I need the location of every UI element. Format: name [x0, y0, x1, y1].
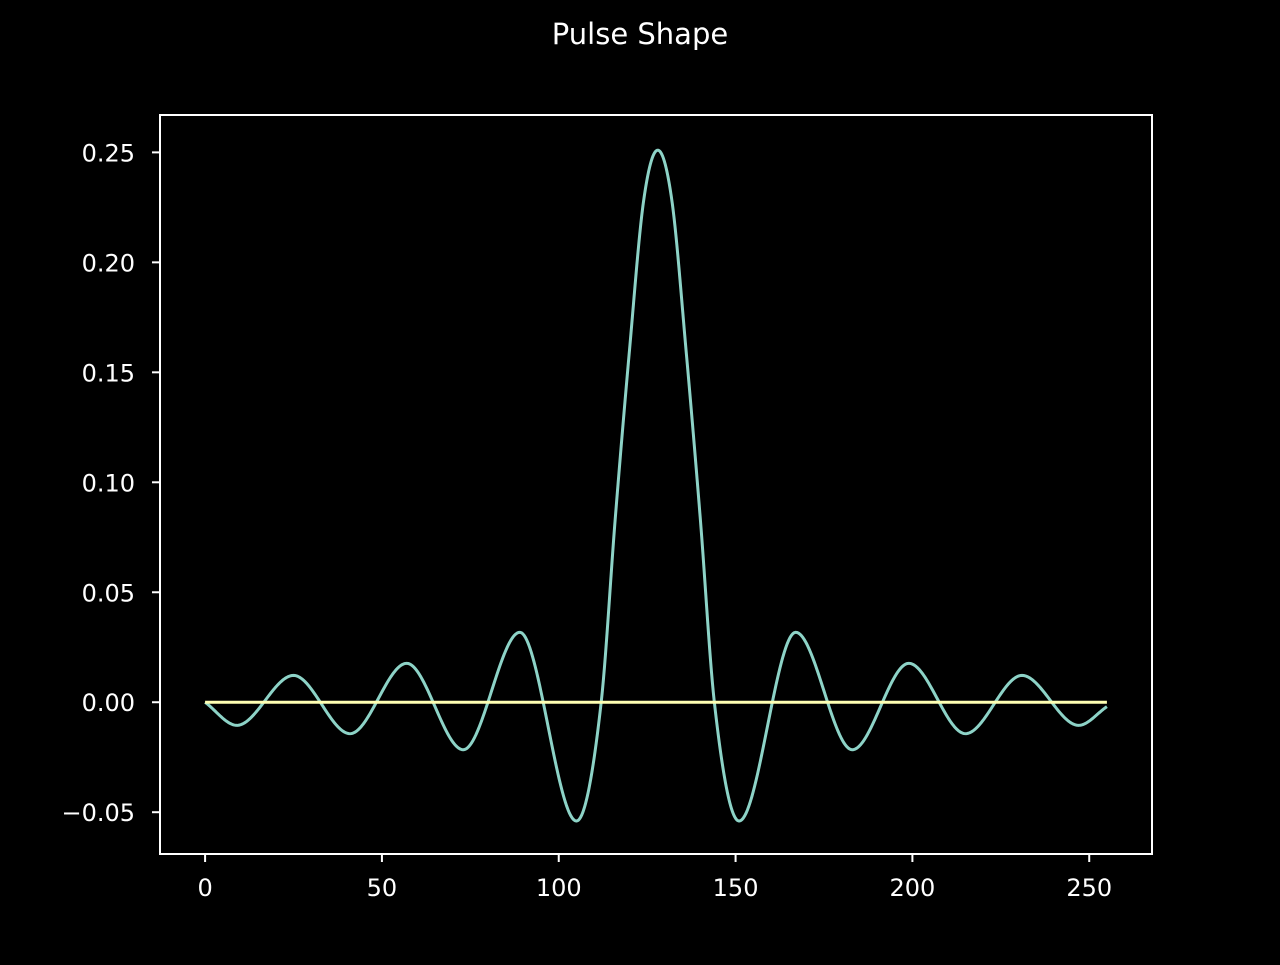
series-line-1: [204, 148, 1108, 823]
y-axis: −0.05 0.00 0.05 0.10 0.15 0.20 0.25: [61, 139, 160, 827]
x-tick-label: 150: [713, 874, 759, 902]
x-tick-label: 100: [536, 874, 582, 902]
x-tick-label: 50: [367, 874, 398, 902]
axes-frame: [159, 114, 1153, 855]
x-tick-label: 200: [889, 874, 935, 902]
x-tick-label: 0: [197, 874, 212, 902]
x-tick-label: 250: [1066, 874, 1112, 902]
y-tick-label: 0.20: [82, 249, 135, 277]
y-tick-label: 0.05: [82, 579, 135, 607]
y-tick-label: −0.05: [61, 799, 135, 827]
y-tick-label: 0.15: [82, 359, 135, 387]
chart-title: Pulse Shape: [552, 17, 728, 51]
y-tick-label: 0.10: [82, 469, 135, 497]
y-tick-label: 0.25: [82, 139, 135, 167]
y-tick-label: 0.00: [82, 689, 135, 717]
x-axis: 0 50 100 150 200 250: [197, 854, 1112, 902]
